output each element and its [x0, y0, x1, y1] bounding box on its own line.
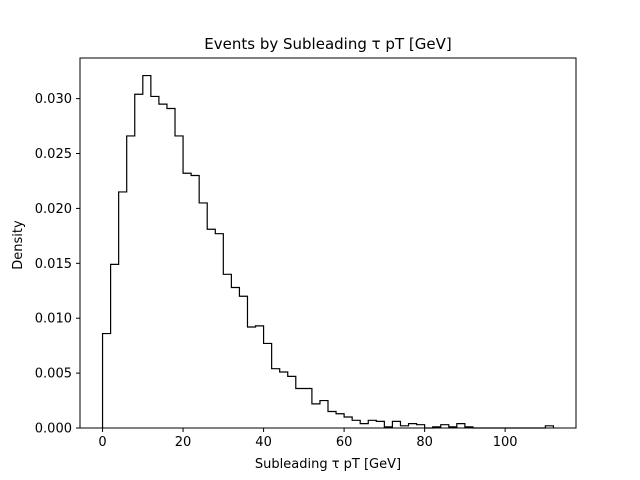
histogram-bin [368, 420, 376, 428]
histogram-bin [256, 326, 264, 428]
histogram-bin [360, 424, 368, 428]
x-tick-label: 20 [175, 435, 192, 450]
histogram-bin [135, 94, 143, 428]
histogram-bin [223, 274, 231, 428]
histogram-bin [376, 421, 384, 428]
histogram-bin [457, 424, 465, 428]
y-tick-label: 0.020 [35, 202, 72, 217]
histogram-bin [336, 414, 344, 428]
histogram-bin [111, 264, 119, 428]
histogram-bin [328, 412, 336, 428]
x-axis-label: Subleading τ pT [GeV] [255, 457, 401, 472]
y-tick-label: 0.010 [35, 312, 72, 327]
histogram-bin [199, 203, 207, 428]
histogram-bin [143, 76, 151, 428]
histogram-bin [151, 96, 159, 428]
chart-title: Events by Subleading τ pT [GeV] [204, 35, 451, 53]
histogram-bin [304, 388, 312, 428]
histogram-bin [191, 175, 199, 428]
histogram-bin [409, 424, 417, 428]
histogram-bin [215, 234, 223, 428]
y-tick-label: 0.015 [35, 257, 72, 272]
x-tick-label: 100 [493, 435, 518, 450]
histogram-bin [119, 192, 127, 428]
y-tick-label: 0.000 [35, 422, 72, 437]
histogram-bin [207, 229, 215, 428]
histogram-bin [159, 104, 167, 428]
plot-area [79, 57, 577, 429]
histogram-bin [272, 369, 280, 428]
histogram-bin [392, 421, 400, 428]
histogram-bin [344, 417, 352, 428]
histogram-bin [280, 372, 288, 428]
histogram-bin [264, 343, 272, 428]
histogram-bin [247, 327, 255, 428]
y-tick-label: 0.030 [35, 92, 72, 107]
x-tick-label: 80 [416, 435, 433, 450]
histogram-bin [352, 420, 360, 428]
x-tick-label: 0 [98, 435, 106, 450]
x-tick-label: 40 [255, 435, 272, 450]
histogram-bin [312, 404, 320, 428]
y-axis-label: Density [11, 220, 26, 270]
histogram-bin [320, 401, 328, 428]
histogram-bin [296, 388, 304, 428]
y-tick-label: 0.025 [35, 147, 72, 162]
axes-frame [79, 57, 577, 429]
y-axis-ticks: 0.000 0.005 0.010 0.015 0.020 0.025 0.030 [35, 92, 80, 437]
histogram-bin [183, 173, 191, 428]
histogram-bin [175, 136, 183, 428]
histogram-bin [231, 287, 239, 428]
x-tick-label: 60 [336, 435, 353, 450]
histogram-bin [239, 296, 247, 428]
histogram-step-line [101, 74, 555, 429]
histogram-bin [288, 376, 296, 428]
y-tick-label: 0.005 [35, 367, 72, 382]
histogram-bin [127, 136, 135, 428]
histogram-bin [167, 109, 175, 428]
histogram-bin [103, 334, 111, 428]
x-axis-ticks: 0 20 40 60 80 100 [98, 428, 518, 450]
